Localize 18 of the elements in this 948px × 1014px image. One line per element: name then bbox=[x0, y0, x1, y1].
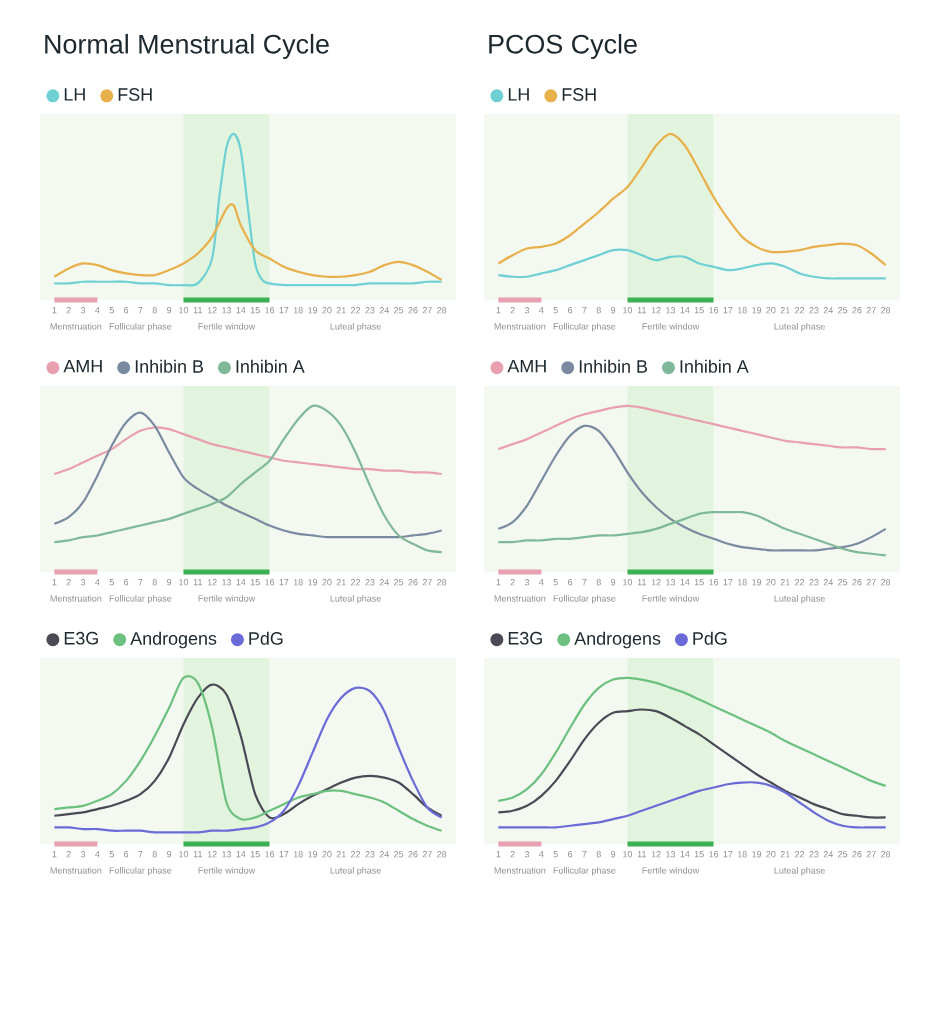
legend-label: PdG bbox=[693, 631, 727, 645]
legend-label: LH bbox=[508, 88, 529, 101]
legend-label: AMH bbox=[63, 359, 102, 373]
legend-label: Inhibin B bbox=[135, 359, 204, 373]
legend-label: Androgens bbox=[130, 631, 217, 649]
legend-label: Inhibin A bbox=[236, 359, 305, 373]
legend-label: LH bbox=[64, 88, 85, 101]
legend-label: E3G bbox=[508, 631, 542, 645]
legend-label: Inhibin A bbox=[680, 359, 749, 373]
legend-label: Androgens bbox=[574, 631, 661, 649]
legend-label: FSH bbox=[118, 88, 152, 101]
legend-label: E3G bbox=[64, 631, 98, 645]
legend-label: PdG bbox=[249, 631, 283, 645]
chart-title: Normal Menstrual Cycle bbox=[45, 33, 329, 60]
legend-label: Inhibin B bbox=[579, 359, 648, 373]
legend-label: FSH bbox=[562, 88, 596, 101]
legend-label: AMH bbox=[507, 359, 546, 373]
chart-title: PCOS Cycle bbox=[489, 33, 637, 60]
